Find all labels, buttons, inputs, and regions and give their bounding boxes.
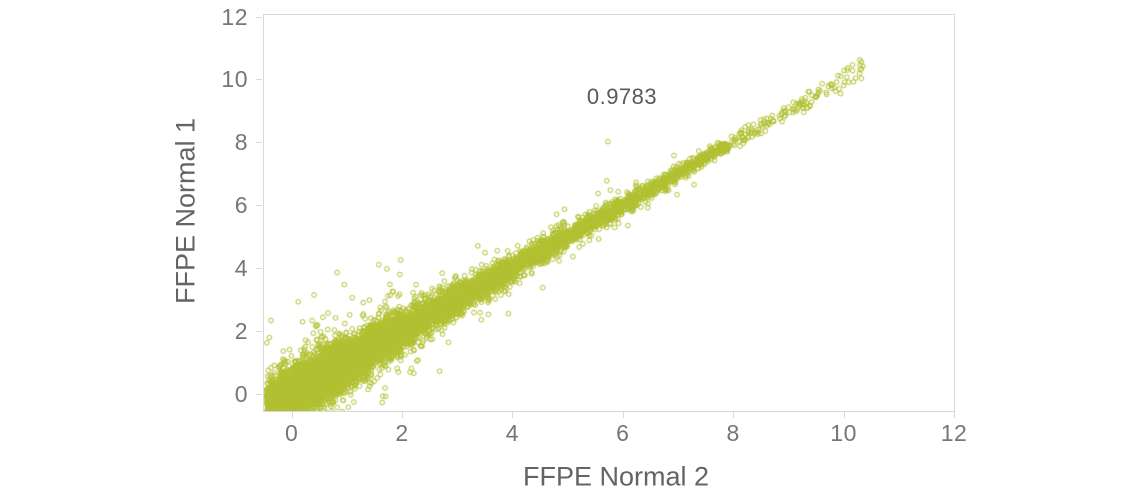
x-tick-mark <box>622 412 624 418</box>
x-tick-mark <box>512 412 514 418</box>
y-axis-label: FFPE Normal 1 <box>170 117 201 305</box>
x-tick-label: 2 <box>395 420 409 446</box>
x-tick-label: 4 <box>505 420 520 446</box>
x-tick-mark <box>733 412 735 418</box>
y-tick-label: 12 <box>221 3 248 30</box>
plot-area <box>263 14 955 412</box>
y-tick-mark <box>256 393 262 395</box>
y-tick-mark <box>256 205 262 207</box>
y-tick-label: 10 <box>221 66 248 93</box>
y-tick-mark <box>256 142 262 144</box>
y-tick-mark <box>256 268 262 269</box>
y-tick-label: 0 <box>234 380 248 407</box>
y-tick-label: 6 <box>234 192 248 219</box>
x-tick-label: 12 <box>940 420 968 446</box>
x-tick-label: 8 <box>726 420 740 446</box>
y-tick-label: 4 <box>234 255 248 281</box>
correlation-annotation: 0.9783 <box>586 84 658 109</box>
y-tick-mark <box>256 16 262 18</box>
x-tick-label: 0 <box>284 420 299 446</box>
scatter-points-canvas <box>264 15 954 411</box>
x-axis-label: FFPE Normal 2 <box>522 461 710 492</box>
x-tick-mark <box>954 412 955 418</box>
y-tick-label: 8 <box>234 129 248 156</box>
y-tick-label: 2 <box>234 317 248 344</box>
x-tick-label: 6 <box>616 420 630 446</box>
x-tick-mark <box>402 412 403 418</box>
x-tick-mark <box>843 412 845 418</box>
y-tick-mark <box>256 330 262 332</box>
x-tick-mark <box>291 412 293 418</box>
x-tick-label: 10 <box>830 420 857 446</box>
y-tick-mark <box>256 79 262 81</box>
